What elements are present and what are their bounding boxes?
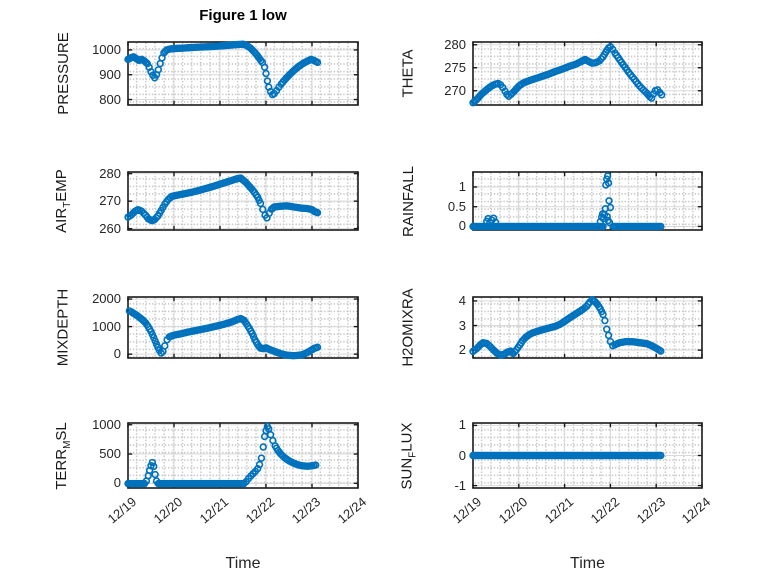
h2omixra-y-tick-label: 2 — [458, 342, 466, 358]
rainfall-y-tick-label: 0.5 — [447, 198, 466, 214]
rainfall-markers — [469, 172, 665, 231]
sun-flux-y-tick-label: 0 — [458, 447, 466, 463]
terr-msl-y-tick-label: 500 — [99, 446, 121, 462]
terr-msl-y-tick-label: 0 — [113, 475, 121, 491]
mixdepth-y-axis-label: MIXDEPTH — [54, 288, 72, 367]
rainfall-y-axis-label: RAINFALL — [399, 165, 417, 237]
air-temp-y-tick-label: 270 — [99, 193, 121, 209]
x-axis-label-left: Time — [225, 555, 261, 572]
terr-msl-y-tick-label: 1000 — [92, 416, 121, 432]
mixdepth-y-tick-label: 2000 — [92, 291, 121, 307]
figure-title: Figure 1 low — [199, 7, 287, 24]
air-temp-y-tick-label: 260 — [99, 220, 121, 236]
air-temp-y-axis-label: AIRTEMP — [53, 169, 74, 233]
air-temp-y-tick-label: 280 — [99, 165, 121, 181]
h2omixra-y-axis-label: H2OMIXRA — [399, 288, 417, 367]
mixdepth-axes-box — [127, 296, 359, 359]
h2omixra-axes-box — [472, 296, 703, 359]
air-temp-markers — [124, 174, 322, 225]
theta-y-tick-label: 275 — [444, 59, 466, 75]
theta-y-axis-label: THETA — [399, 49, 417, 98]
theta-markers — [469, 42, 666, 107]
mixdepth-plot — [125, 296, 359, 360]
mixdepth-y-tick-label: 1000 — [92, 318, 121, 334]
sun-flux-y-axis-label: SUNFLUX — [398, 422, 418, 489]
rainfall-y-tick-label: 1 — [458, 178, 466, 194]
terr-msl-plot-area — [128, 423, 358, 488]
mixdepth-markers — [125, 307, 322, 360]
terr-msl-y-axis-label: TERRMSL — [53, 421, 74, 490]
sun-flux-markers — [469, 451, 665, 460]
h2omixra-y-tick-label: 3 — [458, 317, 466, 333]
theta-y-tick-label: 280 — [444, 36, 466, 52]
rainfall-axes-box — [472, 171, 703, 231]
rainfall-y-tick-label: 0 — [458, 218, 466, 234]
theta-y-tick-label: 270 — [444, 82, 466, 98]
mixdepth-y-tick-label: 0 — [113, 346, 121, 362]
sun-flux-y-tick-label: -1 — [454, 477, 466, 493]
terr-msl-axes-box — [127, 422, 359, 489]
h2omixra-plot — [469, 296, 703, 359]
rainfall-plot-area — [473, 172, 702, 230]
pressure-y-tick-label: 900 — [99, 66, 121, 82]
pressure-y-tick-label: 800 — [99, 91, 121, 107]
pressure-y-axis-label: PRESSURE — [54, 32, 72, 115]
x-axis-label-right: Time — [570, 555, 605, 572]
terr-msl-markers — [124, 422, 320, 488]
rainfall-plot — [469, 171, 703, 231]
terr-msl-plot — [124, 422, 359, 489]
air-temp-plot — [124, 171, 359, 231]
theta-axes-box — [472, 41, 703, 106]
sun-flux-plot — [469, 422, 703, 489]
theta-plot — [469, 41, 703, 107]
pressure-markers — [124, 40, 322, 99]
pressure-y-tick-label: 1000 — [92, 41, 121, 57]
pressure-plot — [124, 40, 359, 106]
sun-flux-y-tick-label: 1 — [458, 417, 466, 433]
h2omixra-y-tick-label: 4 — [458, 292, 466, 308]
h2omixra-markers — [469, 296, 665, 359]
